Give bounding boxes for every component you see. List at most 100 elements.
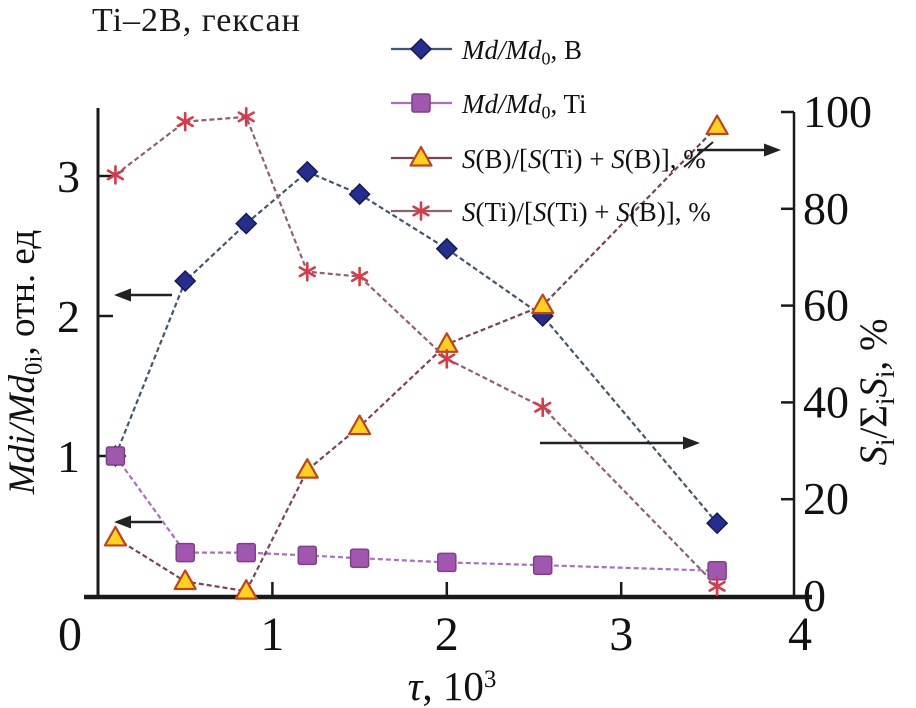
legend: Md/Md0, BMd/Md0, TiS(B)/[S(Ti) + S(B)], … (391, 35, 711, 227)
data-point-square (349, 548, 370, 568)
legend-label-seg: (B)/[ (476, 144, 528, 174)
legend-label: Md/Md0, Ti (461, 89, 587, 122)
x-tick-label: 2 (435, 608, 459, 661)
data-point-triangle (348, 414, 372, 436)
legend-label-seg: S (462, 144, 476, 174)
data-point-diamond (296, 160, 319, 183)
legend-label: S(B)/[S(Ti) + S(B)], % (462, 144, 706, 174)
legend-label-seg: S (616, 197, 630, 227)
data-point-asterisk-spoke (534, 401, 552, 413)
legend-label-seg: (Ti) + (541, 144, 611, 174)
y-axis-left-title-seg: 0i (20, 356, 47, 376)
data-point-triangle (173, 569, 197, 591)
y-axis-right-title-seg: S (852, 378, 895, 398)
y-axis-right-title-seg: , % (852, 318, 895, 370)
data-point-triangle (234, 579, 258, 600)
series-s-ti-s-ti-s-b (106, 107, 726, 597)
legend-label-seg: , B (550, 35, 582, 65)
legend-item-s-ti-s-ti-s-b: S(Ti)/[S(Ti) + S(B)], % (391, 197, 711, 227)
arrow-left-md-b-head (114, 288, 131, 302)
legend-label-seg: (B)], % (630, 197, 711, 227)
y-right-tick-label: 20 (803, 473, 849, 524)
arrow-right-sti (540, 436, 700, 450)
y-axis-right-title-seg: S (852, 446, 895, 466)
legend-label-seg: Md/Md (461, 35, 542, 65)
x-axis-title-seg: , 10 (422, 663, 484, 708)
y-right-tick-label: 0 (803, 570, 826, 621)
arrow-right-sti-head (683, 436, 700, 450)
data-point-asterisk-spoke (176, 116, 194, 128)
legend-label-seg: , Ti (550, 89, 586, 119)
legend-label: Md/Md0, B (461, 35, 582, 68)
data-point-square (105, 446, 126, 466)
legend-label-seg: (Ti)/[ (476, 197, 534, 227)
data-point-square (175, 542, 195, 563)
data-point-diamond (409, 37, 433, 61)
series-line (114, 170, 718, 524)
series-line (114, 455, 718, 572)
data-point-diamond (435, 237, 458, 260)
legend-label-seg: 0 (541, 102, 550, 122)
data-point-square (297, 545, 318, 566)
arrow-right-sb-head (764, 143, 781, 157)
data-point-asterisk-spoke (298, 266, 316, 278)
y-left-tick-label: 1 (57, 431, 80, 482)
y-axis-right-title-seg: i (870, 370, 900, 378)
chart-title: Ti–2B, гексан (92, 2, 301, 39)
legend-label-seg: S (528, 144, 542, 174)
data-point-square (411, 93, 431, 113)
data-point-diamond (174, 269, 197, 293)
arrow-left-md-ti-head (114, 515, 131, 529)
data-point-triangle (295, 458, 319, 479)
y-axis-right-title-seg: /Σ (852, 405, 895, 439)
legend-label: S(Ti)/[S(Ti) + S(B)], % (462, 197, 711, 227)
legend-label-seg: (Ti) + (547, 197, 617, 227)
data-point-triangle (531, 293, 555, 315)
data-point-triangle (409, 145, 433, 167)
data-point-asterisk-spoke (106, 169, 125, 181)
data-point-diamond (706, 512, 729, 535)
y-axis-left-title-seg: Mdi/Md (2, 375, 43, 496)
x-tick-label: 1 (260, 608, 284, 661)
legend-label-seg: S (533, 197, 547, 227)
data-point-diamond (348, 183, 371, 206)
legend-label-seg: S (611, 144, 625, 174)
data-point-diamond (235, 212, 258, 235)
y-axis-left-title: Mdi/Md0i, отн. ед (2, 230, 47, 495)
arrow-left-md-b (114, 288, 172, 302)
y-right-tick-label: 100 (803, 86, 872, 137)
data-point-triangle (705, 114, 729, 136)
y-left-tick-label: 3 (57, 151, 80, 202)
data-point-asterisk-spoke (237, 111, 255, 123)
data-point-triangle (103, 525, 128, 547)
data-point-asterisk-spoke (438, 353, 456, 365)
y-left-tick-label: 2 (57, 291, 80, 342)
x-tick-label: 4 (788, 608, 812, 661)
y-right-tick-label: 40 (803, 376, 849, 427)
legend-label-seg: Md/Md (461, 89, 542, 119)
series-line (114, 125, 718, 593)
legend-item-s-b-s-ti-s-b: S(B)/[S(Ti) + S(B)], % (391, 144, 706, 174)
arrow-right-sb-leader (683, 141, 714, 168)
data-point-asterisk-spoke (350, 271, 369, 283)
y-axis-right-title-seg: i (870, 397, 900, 405)
axes: 0 1 2 3 4 1 2 3 0 20 40 60 80 100 (57, 86, 872, 661)
data-point-square (532, 555, 553, 575)
y-axis-left-title-seg: , отн. ед (2, 230, 43, 356)
series-md-md0-ti (105, 446, 727, 581)
series-s-b-s-ti-s-b (103, 114, 729, 600)
y-axis-right-title-seg: i (870, 439, 900, 447)
y-right-tick-label: 60 (803, 280, 849, 331)
data-point-square (437, 552, 457, 573)
arrow-right-sb (683, 141, 781, 168)
x-tick-label: 0 (58, 608, 82, 661)
legend-item-md-md0-b: Md/Md0, B (391, 35, 582, 68)
data-point-asterisk-spoke (412, 205, 430, 217)
x-axis-title-seg: 3 (484, 666, 497, 693)
series-line (114, 115, 718, 588)
y-right-tick-label: 80 (803, 183, 849, 234)
x-tick-label: 3 (609, 608, 633, 661)
legend-item-md-md0-ti: Md/Md0, Ti (391, 89, 587, 122)
